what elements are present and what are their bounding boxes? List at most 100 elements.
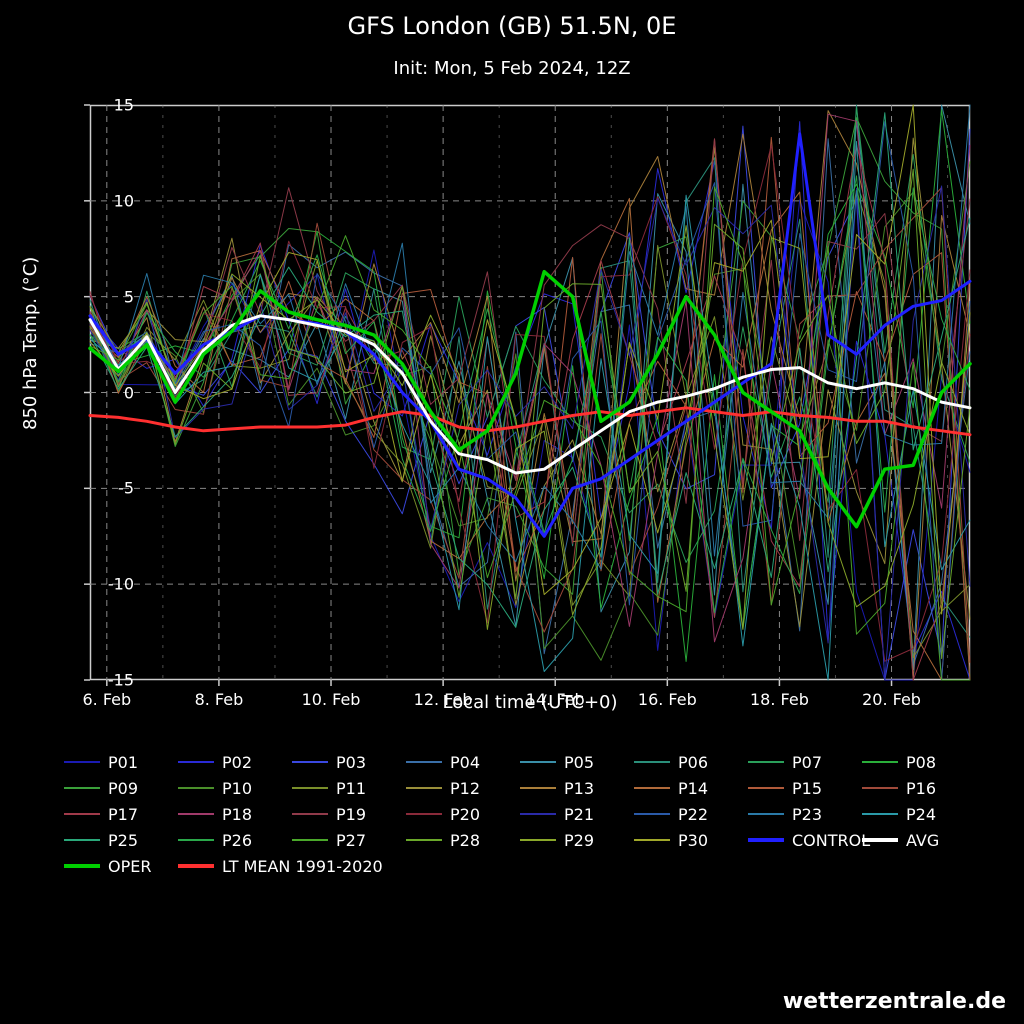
legend-item: P16 (858, 775, 972, 801)
legend-item: P01 (60, 749, 174, 775)
legend-label: P23 (792, 805, 822, 824)
legend-item: P04 (402, 749, 516, 775)
legend-swatch (64, 839, 100, 841)
legend-label: P01 (108, 753, 138, 772)
legend-item: OPER (60, 853, 174, 879)
y-tick-label: 0 (94, 383, 134, 402)
x-tick-label: 12. Feb (414, 690, 473, 709)
legend-swatch (64, 787, 100, 789)
legend-item: P10 (174, 775, 288, 801)
legend-swatch (64, 864, 100, 868)
x-tick-label: 10. Feb (302, 690, 361, 709)
legend-swatch (862, 813, 898, 815)
legend-swatch (748, 761, 784, 763)
legend-item: AVG (858, 827, 972, 853)
legend-swatch (748, 787, 784, 789)
legend-item: P22 (630, 801, 744, 827)
legend-label: P22 (678, 805, 708, 824)
legend-swatch (178, 864, 214, 868)
legend-item: P23 (744, 801, 858, 827)
legend-swatch (178, 839, 214, 841)
legend-item: CONTROL (744, 827, 858, 853)
y-tick-label: -15 (94, 671, 134, 690)
legend-item: P03 (288, 749, 402, 775)
legend-swatch (406, 839, 442, 841)
legend-label: P14 (678, 779, 708, 798)
x-tick-label: 20. Feb (862, 690, 921, 709)
legend-swatch (520, 839, 556, 841)
legend-swatch (634, 787, 670, 789)
legend-swatch (178, 813, 214, 815)
legend-swatch (634, 839, 670, 841)
legend-item: P13 (516, 775, 630, 801)
attribution: wetterzentrale.de (783, 989, 1006, 1014)
legend-item: P12 (402, 775, 516, 801)
plot-area: -15-10-5051015 6. Feb8. Feb10. Feb12. Fe… (90, 105, 1024, 684)
x-tick-label: 8. Feb (195, 690, 244, 709)
legend-item: LT MEAN 1991-2020 (174, 853, 402, 879)
legend-label: P07 (792, 753, 822, 772)
legend-label: P12 (450, 779, 480, 798)
legend-item: P17 (60, 801, 174, 827)
chart-title: GFS London (GB) 51.5N, 0E (0, 0, 1024, 40)
legend-item: P07 (744, 749, 858, 775)
legend-swatch (292, 787, 328, 789)
legend-label: P24 (906, 805, 936, 824)
x-tick-label: 6. Feb (82, 690, 131, 709)
legend-label: P27 (336, 831, 366, 850)
legend-label: OPER (108, 857, 151, 876)
legend-item: P25 (60, 827, 174, 853)
legend: P01P02P03P04P05P06P07P08P09P10P11P12P13P… (60, 749, 980, 879)
legend-label: P02 (222, 753, 252, 772)
chart-subtitle: Init: Mon, 5 Feb 2024, 12Z (0, 40, 1024, 79)
legend-item: P02 (174, 749, 288, 775)
legend-item: P15 (744, 775, 858, 801)
legend-item: P30 (630, 827, 744, 853)
legend-swatch (520, 813, 556, 815)
legend-item: P28 (402, 827, 516, 853)
legend-swatch (292, 813, 328, 815)
legend-label: P20 (450, 805, 480, 824)
legend-item: P11 (288, 775, 402, 801)
legend-swatch (64, 761, 100, 763)
legend-label: P30 (678, 831, 708, 850)
legend-label: P10 (222, 779, 252, 798)
legend-item: P05 (516, 749, 630, 775)
legend-swatch (406, 813, 442, 815)
x-tick-label: 16. Feb (638, 690, 697, 709)
legend-item: P24 (858, 801, 972, 827)
legend-swatch (862, 787, 898, 789)
legend-label: P06 (678, 753, 708, 772)
legend-item: P19 (288, 801, 402, 827)
legend-item: P21 (516, 801, 630, 827)
x-tick-label: 14. Feb (526, 690, 585, 709)
legend-label: LT MEAN 1991-2020 (222, 857, 383, 876)
legend-item: P20 (402, 801, 516, 827)
legend-label: P15 (792, 779, 822, 798)
legend-label: P03 (336, 753, 366, 772)
y-tick-label: -5 (94, 479, 134, 498)
legend-swatch (748, 838, 784, 842)
legend-item: P26 (174, 827, 288, 853)
legend-swatch (520, 787, 556, 789)
y-tick-label: 15 (94, 96, 134, 115)
legend-label: P28 (450, 831, 480, 850)
legend-item: P06 (630, 749, 744, 775)
legend-swatch (862, 838, 898, 842)
legend-label: P17 (108, 805, 138, 824)
legend-label: P18 (222, 805, 252, 824)
legend-swatch (64, 813, 100, 815)
legend-label: P19 (336, 805, 366, 824)
legend-swatch (292, 839, 328, 841)
legend-label: P08 (906, 753, 936, 772)
legend-item: P14 (630, 775, 744, 801)
legend-item: P29 (516, 827, 630, 853)
y-tick-label: 10 (94, 191, 134, 210)
legend-label: P11 (336, 779, 366, 798)
legend-label: P09 (108, 779, 138, 798)
legend-label: P04 (450, 753, 480, 772)
legend-label: P25 (108, 831, 138, 850)
legend-swatch (178, 761, 214, 763)
legend-swatch (862, 761, 898, 763)
legend-swatch (634, 813, 670, 815)
